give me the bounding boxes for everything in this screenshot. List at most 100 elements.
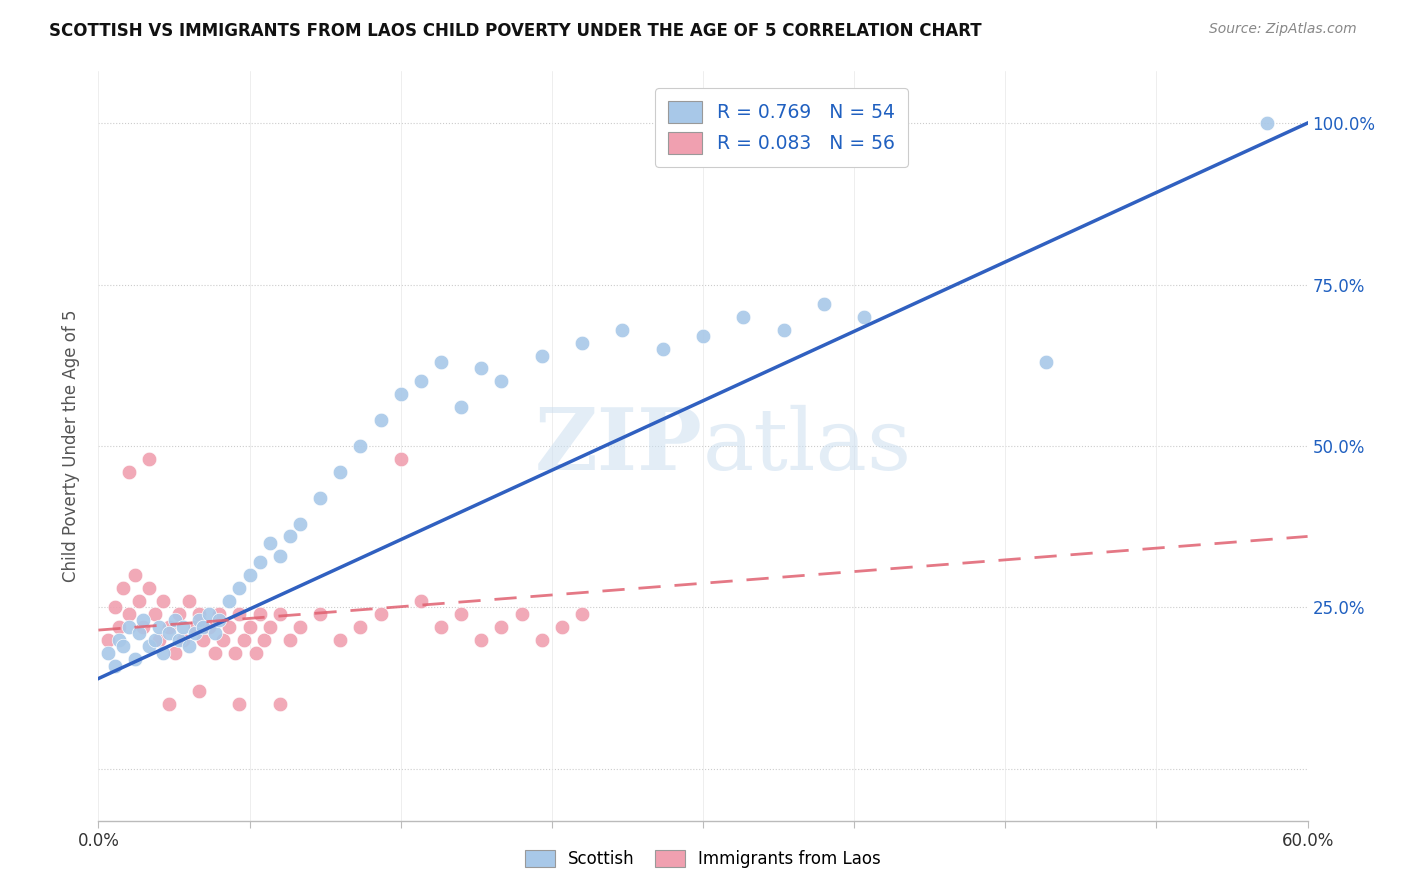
Point bbox=[148, 620, 170, 634]
Point bbox=[172, 632, 194, 647]
Point bbox=[107, 620, 129, 634]
Point bbox=[389, 451, 412, 466]
Point bbox=[103, 600, 125, 615]
Point bbox=[269, 607, 291, 621]
Point bbox=[269, 549, 291, 563]
Point bbox=[208, 614, 231, 628]
Text: ZIP: ZIP bbox=[536, 404, 703, 488]
Legend: R = 0.769   N = 54, R = 0.083   N = 56: R = 0.769 N = 54, R = 0.083 N = 56 bbox=[655, 88, 908, 167]
Point bbox=[239, 620, 262, 634]
Point bbox=[198, 607, 221, 621]
Point bbox=[218, 620, 240, 634]
Point bbox=[157, 698, 180, 712]
Point bbox=[124, 568, 146, 582]
Legend: Scottish, Immigrants from Laos: Scottish, Immigrants from Laos bbox=[519, 843, 887, 875]
Point bbox=[118, 607, 141, 621]
Point bbox=[124, 652, 146, 666]
Point bbox=[172, 620, 194, 634]
Point bbox=[491, 375, 513, 389]
Point bbox=[430, 355, 453, 369]
Point bbox=[128, 594, 150, 608]
Point bbox=[249, 607, 271, 621]
Point bbox=[530, 632, 553, 647]
Point bbox=[167, 632, 190, 647]
Point bbox=[612, 323, 634, 337]
Point bbox=[510, 607, 533, 621]
Point bbox=[198, 620, 221, 634]
Point bbox=[692, 329, 714, 343]
Point bbox=[551, 620, 574, 634]
Point bbox=[278, 632, 301, 647]
Point bbox=[1035, 355, 1057, 369]
Point bbox=[491, 620, 513, 634]
Point bbox=[288, 620, 311, 634]
Point bbox=[370, 413, 392, 427]
Point bbox=[450, 607, 472, 621]
Point bbox=[188, 684, 211, 698]
Point bbox=[143, 632, 166, 647]
Point bbox=[188, 614, 211, 628]
Point bbox=[103, 658, 125, 673]
Point bbox=[269, 698, 291, 712]
Point bbox=[409, 594, 432, 608]
Point bbox=[152, 594, 174, 608]
Point bbox=[228, 581, 250, 595]
Y-axis label: Child Poverty Under the Age of 5: Child Poverty Under the Age of 5 bbox=[62, 310, 80, 582]
Point bbox=[288, 516, 311, 531]
Point bbox=[853, 310, 876, 324]
Point bbox=[157, 626, 180, 640]
Point bbox=[253, 632, 276, 647]
Point bbox=[148, 632, 170, 647]
Point bbox=[193, 632, 215, 647]
Point bbox=[430, 620, 453, 634]
Point bbox=[184, 620, 207, 634]
Text: Source: ZipAtlas.com: Source: ZipAtlas.com bbox=[1209, 22, 1357, 37]
Point bbox=[118, 620, 141, 634]
Point bbox=[470, 632, 492, 647]
Point bbox=[97, 632, 120, 647]
Point bbox=[245, 646, 267, 660]
Text: atlas: atlas bbox=[703, 404, 912, 488]
Point bbox=[228, 607, 250, 621]
Point bbox=[152, 646, 174, 660]
Point bbox=[309, 607, 332, 621]
Point bbox=[450, 401, 472, 415]
Point bbox=[733, 116, 755, 130]
Point bbox=[188, 607, 211, 621]
Point bbox=[179, 639, 201, 653]
Text: SCOTTISH VS IMMIGRANTS FROM LAOS CHILD POVERTY UNDER THE AGE OF 5 CORRELATION CH: SCOTTISH VS IMMIGRANTS FROM LAOS CHILD P… bbox=[49, 22, 981, 40]
Point bbox=[389, 387, 412, 401]
Point bbox=[571, 335, 593, 350]
Point bbox=[813, 297, 835, 311]
Point bbox=[232, 632, 254, 647]
Point bbox=[138, 581, 160, 595]
Point bbox=[370, 607, 392, 621]
Point bbox=[138, 639, 160, 653]
Point bbox=[179, 594, 201, 608]
Point bbox=[772, 323, 794, 337]
Point bbox=[138, 451, 160, 466]
Point bbox=[224, 646, 246, 660]
Point bbox=[157, 620, 180, 634]
Point bbox=[212, 632, 235, 647]
Point bbox=[239, 568, 262, 582]
Point bbox=[204, 646, 226, 660]
Point bbox=[163, 614, 186, 628]
Point bbox=[208, 607, 231, 621]
Point bbox=[309, 491, 332, 505]
Point bbox=[218, 594, 240, 608]
Point bbox=[259, 620, 281, 634]
Point bbox=[193, 620, 215, 634]
Point bbox=[97, 646, 120, 660]
Point bbox=[167, 607, 190, 621]
Point bbox=[228, 698, 250, 712]
Point bbox=[163, 646, 186, 660]
Point bbox=[184, 626, 207, 640]
Point bbox=[111, 581, 134, 595]
Point bbox=[118, 465, 141, 479]
Point bbox=[329, 632, 352, 647]
Point bbox=[259, 536, 281, 550]
Point bbox=[1256, 116, 1278, 130]
Point bbox=[143, 607, 166, 621]
Point bbox=[111, 639, 134, 653]
